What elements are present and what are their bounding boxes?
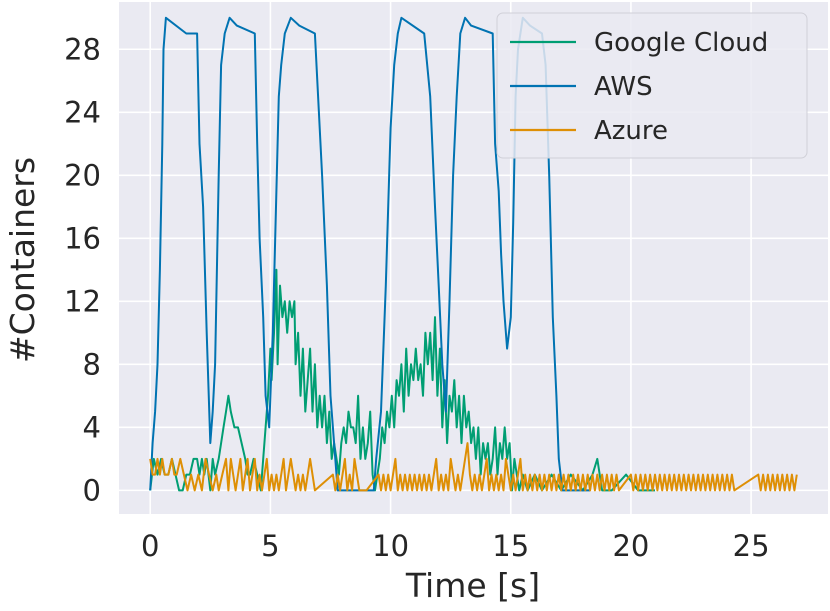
x-tick-label-2: 10 — [372, 529, 409, 563]
tick-labels: 0 5 10 15 20 25 0 4 8 12 16 20 24 28 — [64, 32, 769, 563]
x-tick-label-0: 0 — [141, 529, 159, 563]
legend-label-2: Azure — [594, 116, 668, 146]
y-tick-label-0: 0 — [83, 473, 101, 507]
y-tick-label-7: 28 — [64, 32, 101, 66]
x-tick-label-3: 15 — [492, 529, 529, 563]
y-tick-label-6: 24 — [64, 95, 101, 129]
legend-box — [496, 12, 808, 159]
x-tick-label-5: 25 — [733, 529, 770, 563]
y-tick-label-4: 16 — [64, 221, 101, 255]
legend-label-1: AWS — [594, 72, 653, 102]
x-tick-label-4: 20 — [612, 529, 649, 563]
y-tick-label-3: 12 — [64, 284, 101, 318]
series-line-google-cloud — [149, 268, 655, 492]
y-tick-label-5: 20 — [64, 158, 101, 192]
y-axis-label: #Containers — [3, 157, 42, 363]
x-axis-label: Time [s] — [405, 566, 540, 605]
y-tick-label-1: 4 — [83, 410, 101, 444]
series-line-azure — [149, 442, 798, 492]
legend: Google Cloud AWS Azure — [496, 12, 808, 159]
series-layer — [149, 16, 798, 492]
x-tick-label-1: 5 — [261, 529, 279, 563]
legend-label-0: Google Cloud — [594, 28, 768, 58]
y-tick-label-2: 8 — [83, 347, 101, 381]
